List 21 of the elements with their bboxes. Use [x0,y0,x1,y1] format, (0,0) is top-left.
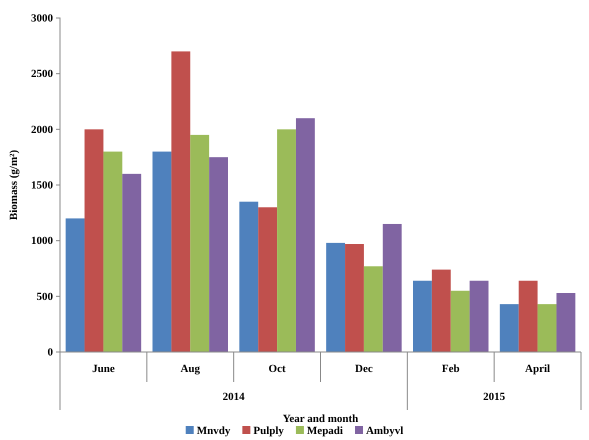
legend-label: Mnvdy [196,425,231,437]
y-tick-label: 3000 [31,12,54,25]
legend-label: Mepadi [306,425,343,437]
x-tick-label: Aug [180,363,201,375]
x-tick-label: Oct [268,363,286,375]
legend-label: Pulply [253,425,284,437]
y-tick-label: 1000 [31,235,54,248]
y-tick-label: 2000 [31,124,54,136]
y-tick-label: 1500 [31,180,54,192]
y-tick-label: 0 [48,346,54,359]
x-tick-label: Dec [355,363,373,375]
text: 2014 [222,391,246,403]
y-axis-title: Biomass (g/m²) [8,150,20,220]
x-tick-label: April [525,363,550,375]
x-tick-label: June [92,363,115,375]
legend-label: Ambyvl [366,425,404,437]
y-tick-label: 500 [36,290,54,303]
x-axis-title: Year and month [282,413,358,425]
text: 2015 [483,391,506,403]
y-tick-label: 2500 [31,68,54,80]
x-tick-label: Feb [442,363,460,375]
